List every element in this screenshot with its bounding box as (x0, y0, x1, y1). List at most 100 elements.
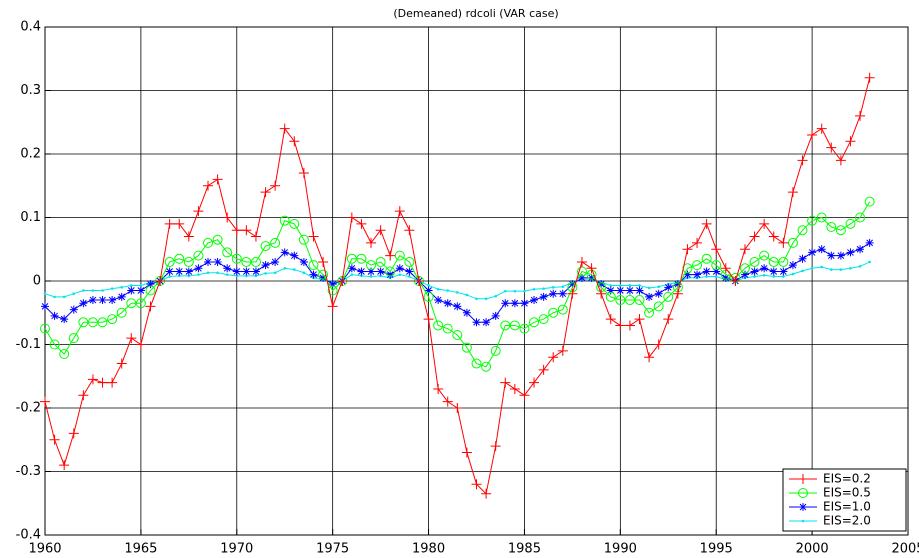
marker (404, 225, 415, 236)
marker (327, 285, 338, 296)
marker (164, 218, 175, 229)
marker (168, 275, 171, 278)
marker (319, 273, 328, 282)
marker (701, 218, 712, 229)
x-tick-label: 2005 (891, 542, 919, 557)
marker (730, 276, 741, 286)
marker (452, 403, 463, 413)
marker (644, 352, 655, 363)
marker (529, 377, 540, 388)
marker (424, 286, 433, 295)
marker (490, 441, 501, 452)
marker (557, 304, 568, 315)
marker (193, 206, 204, 217)
marker (471, 358, 482, 369)
marker (241, 256, 252, 267)
marker (816, 212, 827, 223)
marker (692, 260, 703, 271)
marker (216, 271, 219, 275)
marker (788, 261, 797, 270)
marker (110, 287, 114, 290)
marker (50, 311, 59, 320)
marker (798, 474, 808, 484)
marker (858, 265, 862, 268)
marker (116, 307, 127, 318)
marker (298, 234, 309, 245)
marker (520, 299, 529, 308)
marker (816, 123, 827, 134)
marker (551, 286, 555, 289)
marker (712, 267, 721, 276)
marker (759, 250, 770, 261)
marker (855, 212, 866, 223)
marker (749, 256, 760, 267)
marker (799, 503, 807, 511)
marker (302, 271, 306, 275)
marker (270, 180, 281, 191)
marker (503, 289, 507, 293)
marker (59, 460, 70, 471)
marker (279, 123, 290, 134)
marker (376, 267, 385, 276)
marker (204, 257, 213, 266)
marker (280, 248, 289, 257)
marker (360, 274, 363, 278)
marker (379, 274, 382, 278)
marker (663, 291, 674, 302)
marker (60, 315, 69, 324)
marker (769, 267, 778, 276)
marker (557, 345, 568, 356)
marker (91, 289, 95, 292)
marker (107, 314, 118, 325)
marker (318, 256, 329, 267)
legend-label: EIS=0.2 (823, 472, 871, 486)
x-tick-label: 1975 (316, 542, 349, 557)
marker (251, 267, 260, 276)
marker (366, 260, 377, 271)
x-tick-label: 1970 (220, 542, 253, 557)
marker (78, 317, 89, 328)
marker (539, 292, 548, 301)
marker (366, 237, 377, 248)
marker (145, 285, 156, 296)
marker (235, 274, 239, 278)
marker (375, 256, 386, 267)
x-tick-label: 1995 (700, 542, 733, 557)
marker (356, 218, 367, 229)
marker (183, 256, 194, 267)
marker (242, 267, 251, 276)
marker (436, 287, 440, 291)
y-tick-label: 0.1 (20, 210, 41, 225)
marker (53, 295, 56, 299)
marker (62, 295, 66, 299)
marker (482, 318, 491, 327)
marker (394, 250, 405, 261)
marker (231, 225, 242, 236)
marker (443, 299, 452, 308)
marker (206, 271, 210, 275)
marker (635, 286, 644, 295)
marker (606, 286, 615, 295)
marker (453, 302, 462, 311)
marker (820, 265, 823, 269)
marker (500, 377, 511, 388)
marker (82, 289, 85, 292)
marker (264, 272, 267, 275)
marker (222, 212, 233, 223)
marker (308, 231, 319, 242)
marker (222, 247, 233, 258)
series (41, 238, 874, 327)
chart-title: (Demeaned) rdcoli (VAR case) (393, 7, 558, 20)
marker (519, 390, 530, 401)
marker (461, 342, 472, 353)
marker (513, 289, 517, 293)
marker (101, 289, 104, 292)
marker (624, 295, 635, 306)
marker (139, 284, 143, 287)
marker (644, 307, 655, 318)
y-tick-label: -0.4 (16, 528, 41, 543)
marker (130, 284, 133, 287)
marker (682, 244, 693, 255)
marker (350, 273, 354, 276)
